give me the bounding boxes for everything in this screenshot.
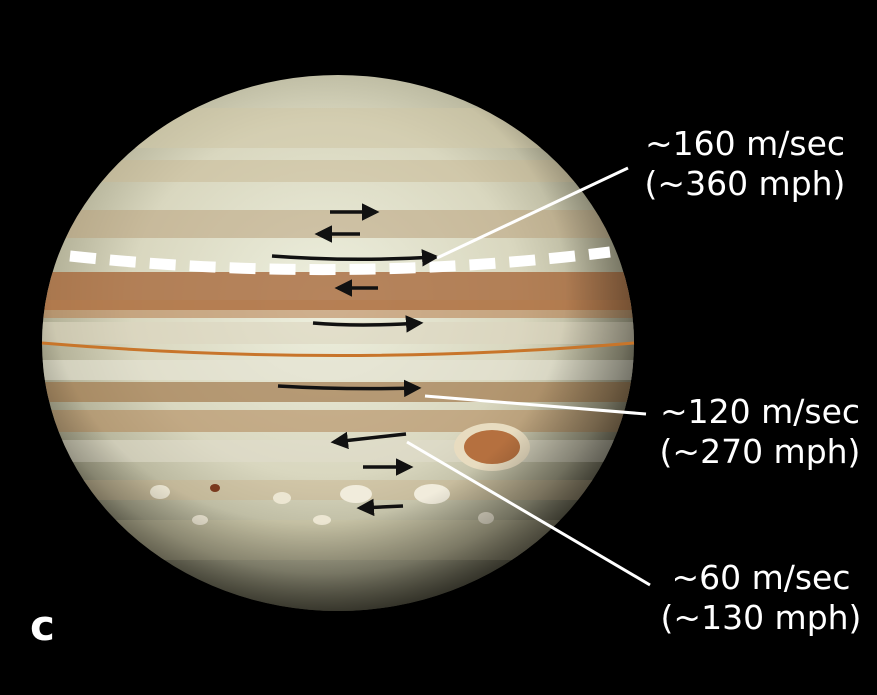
wind-arrow [277, 379, 422, 398]
speed-value: ~160 m/sec [644, 124, 846, 163]
wind-arrows [271, 203, 440, 517]
dashed-latitude-line [69, 246, 611, 276]
speed-label-160: ~160 m/sec (~360 mph) [628, 124, 862, 204]
pointer-line-60 [406, 440, 651, 587]
wind-arrow [356, 498, 404, 517]
speed-label-120: ~120 m/sec (~270 mph) [644, 392, 876, 472]
speed-mph: (~270 mph) [659, 432, 861, 471]
speed-value: ~60 m/sec [671, 558, 851, 597]
equator-line [41, 341, 635, 357]
speed-mph: (~360 mph) [644, 164, 846, 203]
wind-arrow [271, 249, 440, 267]
speed-label-60: ~60 m/sec (~130 mph) [648, 558, 874, 638]
speed-mph: (~130 mph) [660, 598, 862, 637]
pointer-line-120 [424, 394, 647, 416]
wind-arrow [330, 431, 407, 450]
speed-value: ~120 m/sec [659, 392, 861, 431]
pointer-lines [406, 166, 651, 587]
panel-letter: c [30, 601, 55, 650]
jupiter-disk [42, 75, 634, 611]
pointer-line-160 [436, 166, 629, 260]
wind-arrow [312, 315, 424, 333]
